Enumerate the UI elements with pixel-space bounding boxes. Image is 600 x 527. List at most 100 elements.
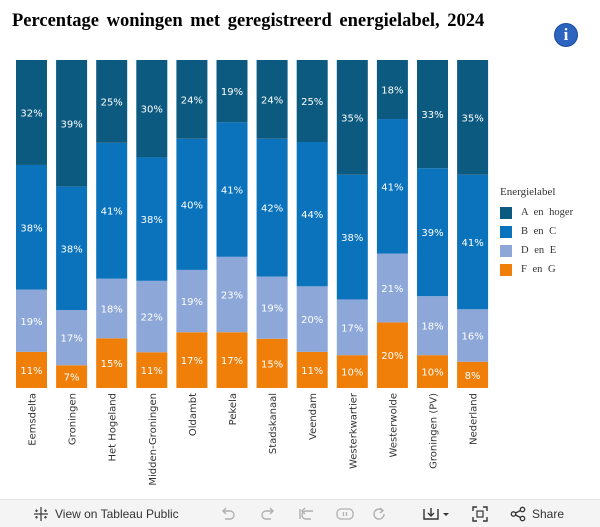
bar-groningen-f-en-g[interactable] [56,365,88,388]
share-button[interactable]: Share [510,500,564,527]
bar-pekela-a-en-hoger[interactable] [216,60,248,123]
bar-pekela-f-en-g[interactable] [216,332,248,388]
chart-title: Percentage woningen met geregistreerd en… [12,11,485,31]
legend-item-f-en-g[interactable]: F en G [500,260,573,279]
bar-eemsdelta-b-en-c[interactable] [16,164,47,290]
data-label-eemsdelta-b-en-c: 38% [20,223,42,234]
data-label-oldambt-b-en-c: 40% [181,200,203,211]
data-label-nederland-b-en-c: 41% [461,238,483,249]
bar-midden-groningen-b-en-c[interactable] [136,157,168,281]
bar-oldambt-b-en-c[interactable] [176,138,208,270]
bar-eemsdelta-f-en-g[interactable] [16,351,47,388]
bar-westerkwartier-b-en-c[interactable] [336,174,368,300]
redo-icon [260,506,276,522]
view-on-tableau-label: View on Tableau Public [55,506,179,521]
legend-item-d-en-e[interactable]: D en E [500,241,573,260]
data-label-westerkwartier-d-en-e: 17% [341,323,363,334]
data-label-nederland-d-en-e: 16% [461,332,483,343]
bar-pekela-d-en-e[interactable] [216,256,248,333]
bar-het-hogeland-a-en-hoger[interactable] [96,60,128,143]
revert-button[interactable] [298,500,316,527]
bar-westerwolde-b-en-c[interactable] [376,119,408,254]
share-icon [510,506,526,522]
data-label-het-hogeland-f-en-g: 15% [101,359,123,370]
pause-button[interactable] [336,500,356,527]
legend-swatch [500,206,512,219]
bar-veendam-a-en-hoger[interactable] [296,60,328,142]
bar-midden-groningen-a-en-hoger[interactable] [136,60,168,158]
data-label-eemsdelta-a-en-hoger: 32% [20,108,42,119]
data-label-veendam-b-en-c: 44% [301,210,323,221]
refresh-button[interactable] [371,500,387,527]
x-tick-label-midden-groningen: Midden-Groningen [148,393,159,486]
legend-item-b-en-c[interactable]: B en C [500,222,573,241]
bar-groningen-pv-b-en-c[interactable] [417,168,448,297]
x-tick-label-stadskanaal: Stadskanaal [268,393,279,454]
data-label-pekela-a-en-hoger: 19% [221,87,243,98]
bar-oldambt-f-en-g[interactable] [176,332,208,388]
bar-westerkwartier-a-en-hoger[interactable] [336,60,368,175]
bar-het-hogeland-f-en-g[interactable] [96,338,128,388]
bar-stadskanaal-b-en-c[interactable] [256,138,288,277]
x-tick-label-westerkwartier: Westerkwartier [348,392,359,469]
bar-stadskanaal-a-en-hoger[interactable] [256,60,288,139]
bar-oldambt-d-en-e[interactable] [176,269,208,333]
data-label-pekela-d-en-e: 23% [221,291,243,302]
bar-groningen-a-en-hoger[interactable] [56,60,88,187]
legend-label: F en G [521,264,556,275]
bar-eemsdelta-a-en-hoger[interactable] [16,60,47,165]
bar-westerwolde-d-en-e[interactable] [376,253,408,323]
download-button[interactable] [422,500,450,527]
data-label-midden-groningen-f-en-g: 11% [141,366,163,377]
bar-nederland-b-en-c[interactable] [457,174,489,310]
data-label-stadskanaal-b-en-c: 42% [261,204,283,215]
legend-item-a-en-hoger[interactable]: A en hoger [500,203,573,222]
bar-westerkwartier-f-en-g[interactable] [336,355,368,388]
fullscreen-button[interactable] [472,500,488,527]
bar-het-hogeland-d-en-e[interactable] [96,278,128,339]
bar-groningen-pv-f-en-g[interactable] [417,355,448,388]
undo-icon [220,506,236,522]
data-label-pekela-f-en-g: 17% [221,356,243,367]
data-label-veendam-f-en-g: 11% [301,366,323,377]
bar-veendam-b-en-c[interactable] [296,142,328,287]
bar-eemsdelta-d-en-e[interactable] [16,289,47,352]
data-label-westerkwartier-b-en-c: 38% [341,233,363,244]
data-label-groningen-pv-f-en-g: 10% [421,368,443,379]
bar-groningen-pv-a-en-hoger[interactable] [417,60,448,169]
bar-groningen-d-en-e[interactable] [56,310,88,366]
data-label-westerwolde-b-en-c: 41% [381,182,403,193]
info-icon[interactable]: i [554,23,578,47]
legend-items: A en hoger B en C D en E F en G [500,203,573,279]
data-label-westerwolde-a-en-hoger: 18% [381,86,403,97]
bar-veendam-d-en-e[interactable] [296,286,328,352]
bar-stadskanaal-d-en-e[interactable] [256,276,288,339]
bar-midden-groningen-d-en-e[interactable] [136,280,168,353]
bar-het-hogeland-b-en-c[interactable] [96,142,128,279]
bar-nederland-f-en-g[interactable] [457,361,489,388]
view-on-tableau-button[interactable]: View on Tableau Public [33,500,179,527]
data-label-het-hogeland-d-en-e: 18% [101,304,123,315]
legend-title: Energielabel [500,186,556,198]
undo-button[interactable] [220,500,236,527]
data-label-veendam-a-en-hoger: 25% [301,97,323,108]
bar-stadskanaal-f-en-g[interactable] [256,338,288,388]
bar-nederland-d-en-e[interactable] [457,309,489,362]
bar-westerwolde-f-en-g[interactable] [376,322,408,388]
legend-label: B en C [521,226,557,237]
bar-groningen-pv-d-en-e[interactable] [417,296,448,356]
bar-midden-groningen-f-en-g[interactable] [136,352,168,388]
bar-oldambt-a-en-hoger[interactable] [176,60,208,139]
bar-westerwolde-a-en-hoger[interactable] [376,60,408,120]
bar-nederland-a-en-hoger[interactable] [457,60,489,175]
pause-icon [336,506,356,522]
refresh-icon [371,506,387,522]
data-label-westerwolde-f-en-g: 20% [381,351,403,362]
bar-westerkwartier-d-en-e[interactable] [336,299,368,356]
bar-groningen-b-en-c[interactable] [56,186,88,311]
bar-veendam-f-en-g[interactable] [296,351,328,388]
legend-label: A en hoger [521,207,574,218]
x-tick-label-nederland: Nederland [469,393,480,445]
redo-button[interactable] [260,500,276,527]
bar-pekela-b-en-c[interactable] [216,122,248,257]
